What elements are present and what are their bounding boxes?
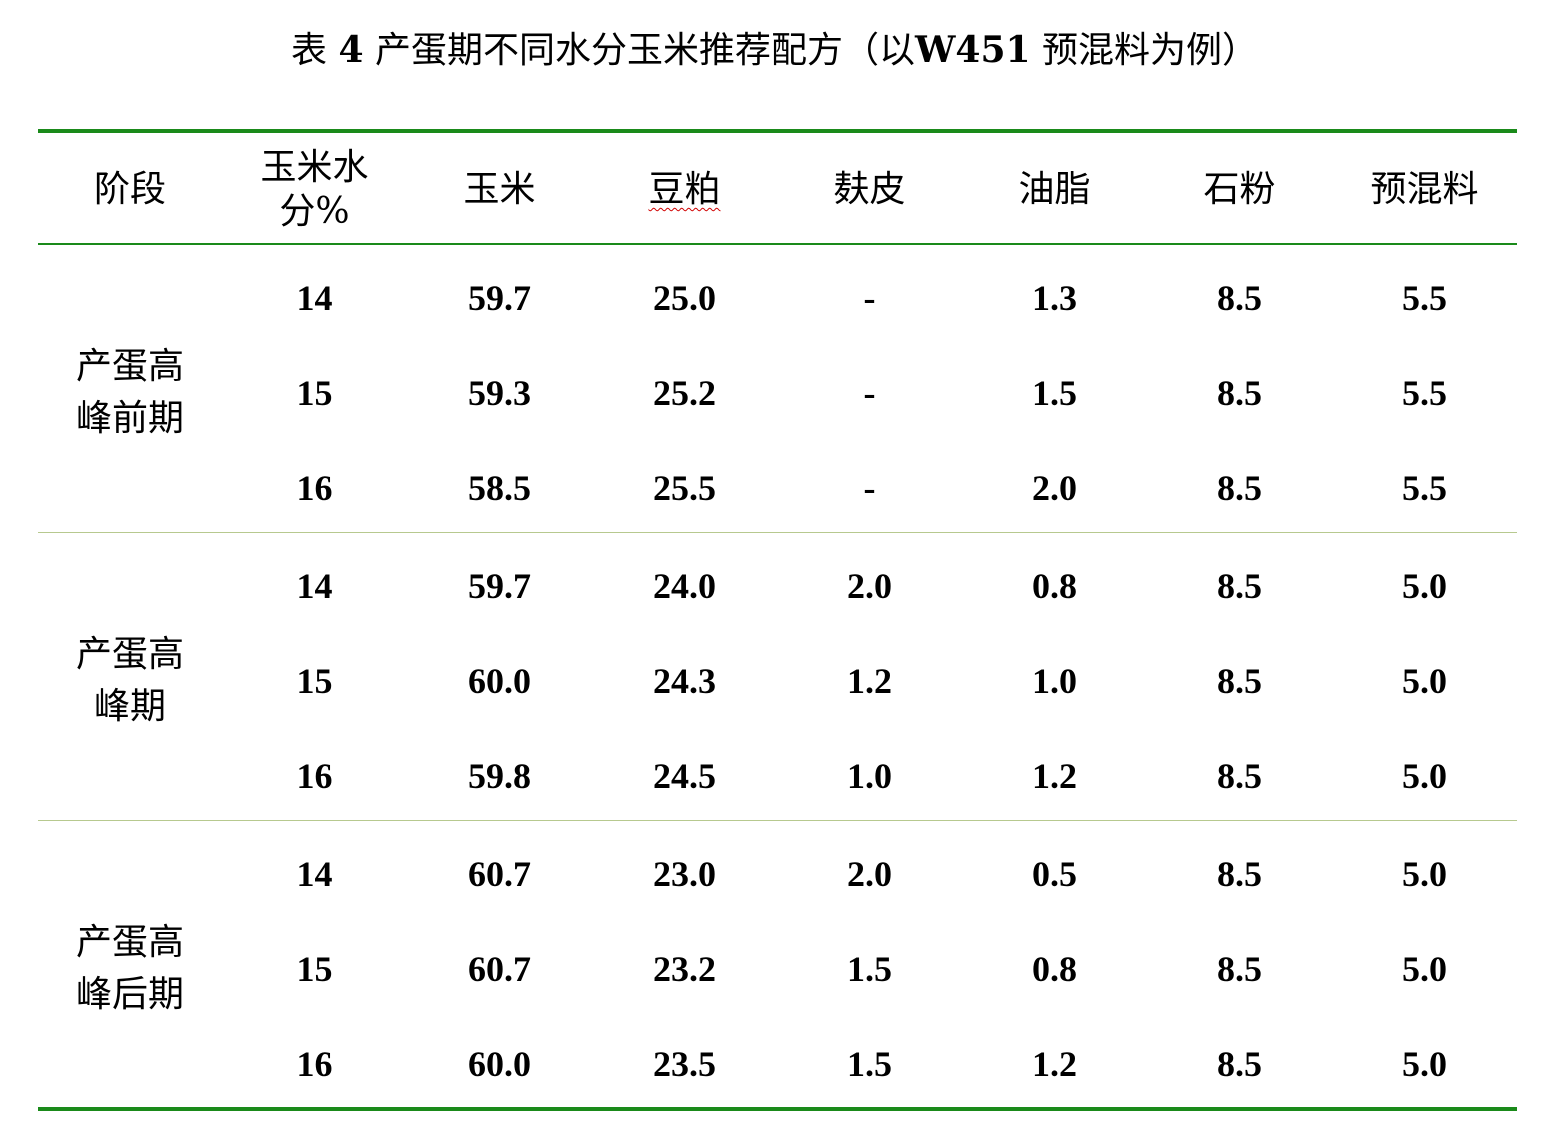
- cell-corn: 60.0: [468, 1043, 531, 1084]
- group-divider-2: [38, 820, 1517, 821]
- cell-oil: 0.5: [1032, 853, 1077, 894]
- cell-premix: 5.0: [1402, 755, 1447, 796]
- cell-premix: 5.0: [1402, 853, 1447, 894]
- cell-wheat-bran: 2.0: [847, 565, 892, 606]
- cell-limestone: 8.5: [1217, 565, 1262, 606]
- cell-soybean-meal: 23.5: [653, 1043, 716, 1084]
- cell-limestone: 8.5: [1217, 372, 1262, 413]
- title-code: W451: [914, 29, 1031, 71]
- cell-corn: 59.3: [468, 372, 531, 413]
- cell-premix: 5.0: [1402, 1043, 1447, 1084]
- cell-oil: 0.8: [1032, 565, 1077, 606]
- stage-label: 产蛋高峰前期: [75, 345, 184, 439]
- cell-soybean-meal: 25.0: [653, 277, 716, 318]
- cell-moisture: 14: [296, 565, 333, 606]
- bottom-rule: [38, 1107, 1517, 1111]
- cell-limestone: 8.5: [1217, 467, 1262, 508]
- cell-corn: 59.7: [468, 565, 531, 606]
- cell-soybean-meal: 23.2: [653, 948, 716, 989]
- header-stage: 阶段: [93, 169, 166, 210]
- title-text-part1: 产蛋期不同水分玉米推荐配方（以: [374, 30, 915, 71]
- header-corn-moisture: 玉米水分%: [260, 147, 369, 232]
- cell-soybean-meal: 25.5: [653, 467, 716, 508]
- cell-soybean-meal: 25.2: [653, 372, 716, 413]
- header-soybean-meal: 豆粕: [648, 169, 721, 210]
- header-corn: 玉米: [463, 169, 536, 210]
- cell-oil: 1.2: [1032, 1043, 1077, 1084]
- header-oil: 油脂: [1018, 169, 1091, 210]
- header-wheat-bran: 麸皮: [833, 169, 906, 210]
- cell-corn: 60.0: [468, 660, 531, 701]
- cell-soybean-meal: 23.0: [653, 853, 716, 894]
- cell-moisture: 14: [296, 853, 333, 894]
- cell-corn: 59.7: [468, 277, 531, 318]
- cell-moisture: 14: [296, 277, 333, 318]
- cell-oil: 1.0: [1032, 660, 1077, 701]
- cell-moisture: 15: [296, 372, 333, 413]
- cell-oil: 1.2: [1032, 755, 1077, 796]
- cell-wheat-bran: 1.5: [847, 1043, 892, 1084]
- cell-premix: 5.0: [1402, 565, 1447, 606]
- cell-premix: 5.5: [1402, 277, 1447, 318]
- cell-premix: 5.0: [1402, 660, 1447, 701]
- cell-moisture: 16: [296, 1043, 333, 1084]
- cell-soybean-meal: 24.5: [653, 755, 716, 796]
- title-text-part2: 预混料为例）: [1042, 30, 1259, 71]
- cell-moisture: 16: [296, 467, 333, 508]
- cell-oil: 0.8: [1032, 948, 1077, 989]
- cell-corn: 60.7: [468, 853, 531, 894]
- cell-wheat-bran: 1.2: [847, 660, 892, 701]
- cell-corn: 60.7: [468, 948, 531, 989]
- stage-label: 产蛋高峰后期: [75, 921, 184, 1015]
- cell-soybean-meal: 24.0: [653, 565, 716, 606]
- cell-soybean-meal: 24.3: [653, 660, 716, 701]
- cell-limestone: 8.5: [1217, 853, 1262, 894]
- header-limestone: 石粉: [1203, 169, 1276, 210]
- cell-oil: 1.5: [1032, 372, 1077, 413]
- cell-moisture: 15: [296, 948, 333, 989]
- cell-corn: 58.5: [468, 467, 531, 508]
- cell-wheat-bran: -: [863, 467, 876, 508]
- header-premix: 预混料: [1370, 169, 1479, 210]
- cell-limestone: 8.5: [1217, 1043, 1262, 1084]
- cell-wheat-bran: 2.0: [847, 853, 892, 894]
- header-rule: [38, 243, 1517, 245]
- cell-premix: 5.5: [1402, 372, 1447, 413]
- title-prefix: 表: [290, 30, 327, 71]
- cell-limestone: 8.5: [1217, 948, 1262, 989]
- table-title: 表 4 产蛋期不同水分玉米推荐配方（以W451 预混料为例）: [0, 22, 1549, 78]
- top-rule: [38, 129, 1517, 133]
- cell-corn: 59.8: [468, 755, 531, 796]
- cell-premix: 5.0: [1402, 948, 1447, 989]
- cell-wheat-bran: 1.5: [847, 948, 892, 989]
- cell-limestone: 8.5: [1217, 660, 1262, 701]
- cell-limestone: 8.5: [1217, 277, 1262, 318]
- group-divider-1: [38, 532, 1517, 533]
- cell-moisture: 16: [296, 755, 333, 796]
- cell-oil: 1.3: [1032, 277, 1077, 318]
- cell-moisture: 15: [296, 660, 333, 701]
- cell-wheat-bran: 1.0: [847, 755, 892, 796]
- stage-label: 产蛋高峰期: [75, 633, 184, 727]
- cell-limestone: 8.5: [1217, 755, 1262, 796]
- title-number: 4: [338, 29, 364, 71]
- cell-oil: 2.0: [1032, 467, 1077, 508]
- cell-premix: 5.5: [1402, 467, 1447, 508]
- cell-wheat-bran: -: [863, 372, 876, 413]
- cell-wheat-bran: -: [863, 277, 876, 318]
